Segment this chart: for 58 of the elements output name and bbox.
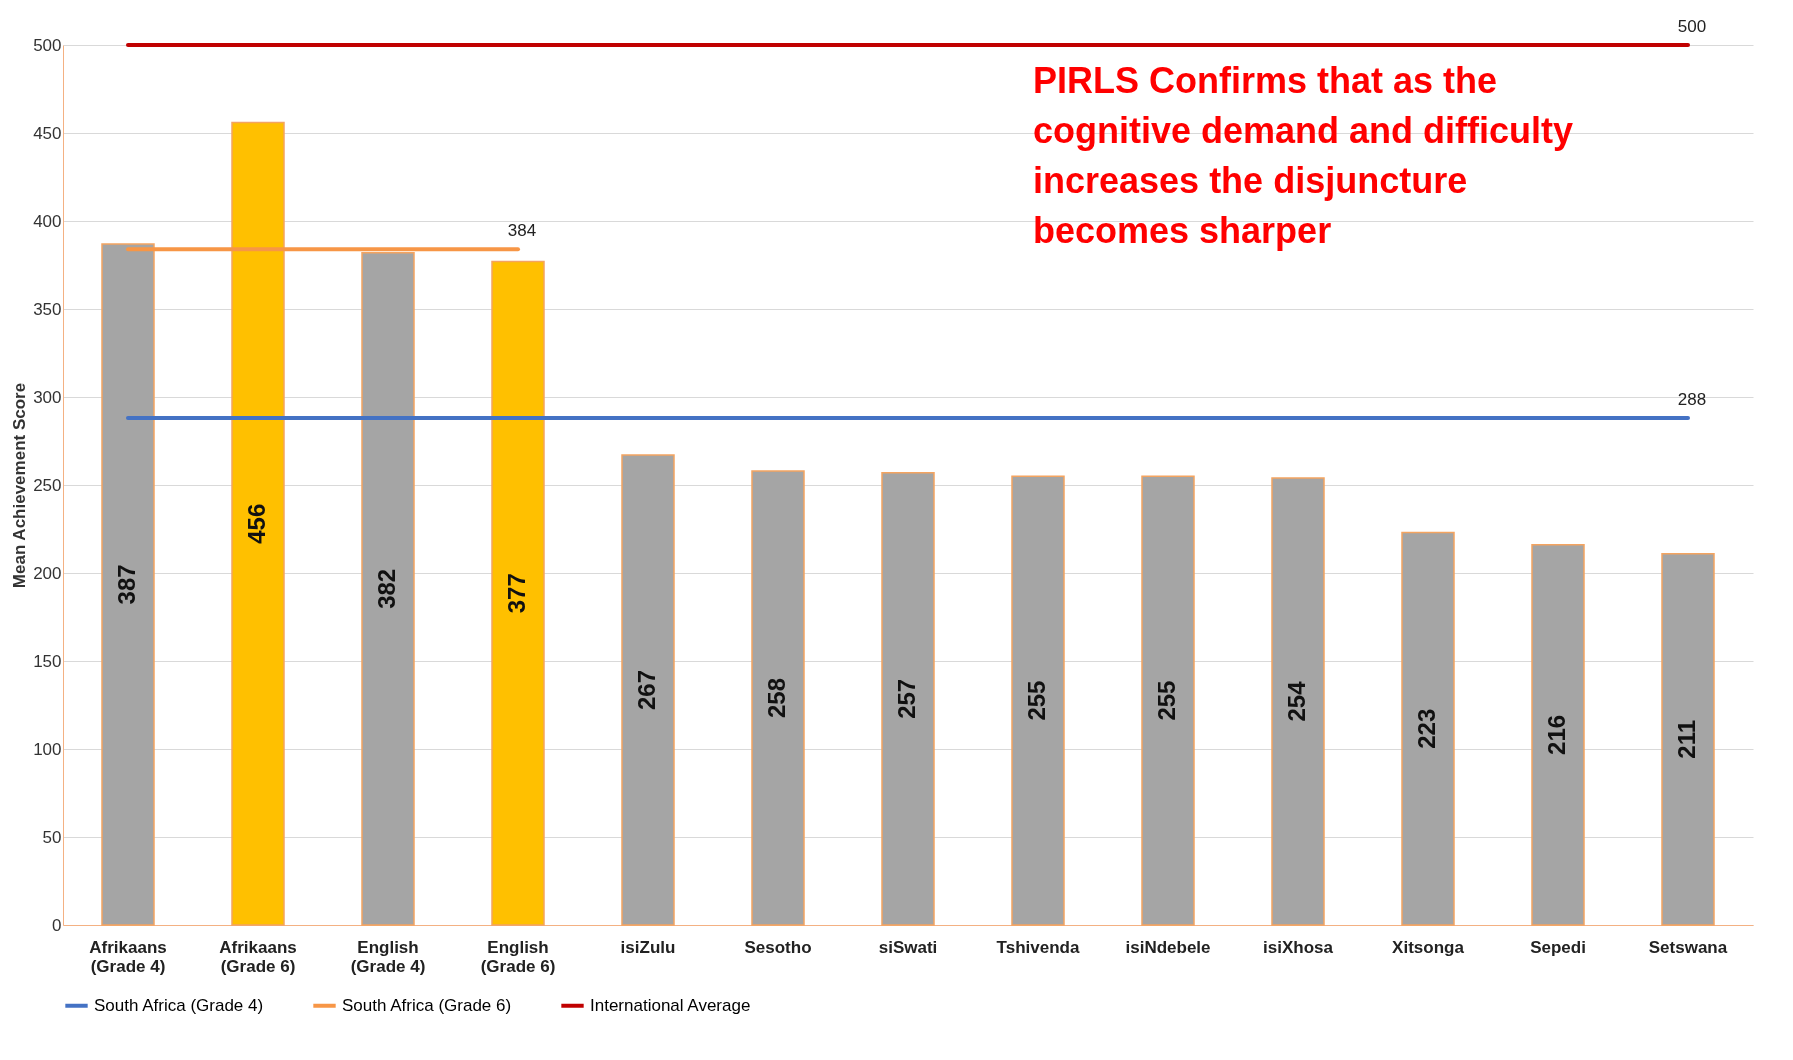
bar (1401, 531, 1455, 926)
bar (1141, 475, 1195, 926)
bar (621, 454, 675, 926)
y-tick-label: 350 (33, 299, 62, 319)
x-tick-label: siSwati (878, 937, 938, 957)
bar (1011, 475, 1065, 926)
bar (101, 243, 155, 926)
data-label: 384 (507, 221, 537, 241)
x-tick-label: Tshivenda (996, 937, 1080, 957)
bar (1531, 544, 1585, 926)
y-tick-label: 450 (33, 123, 62, 143)
x-tick-label: English (Grade 4) (350, 937, 426, 976)
x-tick-label: isiXhosa (1263, 937, 1334, 957)
x-tick-label: Sesotho (744, 937, 812, 957)
data-label: 257 (893, 678, 920, 719)
x-tick-label: English (Grade 6) (480, 937, 556, 976)
x-tick-label: Setswana (1648, 937, 1728, 957)
x-tick-label: isiZulu (620, 937, 676, 957)
data-label: 288 (1677, 390, 1707, 410)
bar (881, 471, 935, 926)
annotation: PIRLS Confirms that as the cognitive demand and difficulty increases the disjuncture becomes sharper (1033, 60, 1574, 251)
data-label: 255 (1023, 680, 1050, 721)
y-tick-label: 100 (33, 739, 62, 759)
data-label: 255 (1153, 680, 1180, 721)
x-tick-label: Afrikaans (Grade 6) (219, 937, 297, 976)
y-tick-label: 300 (33, 387, 62, 407)
y-tick-label: 250 (33, 475, 62, 495)
y-tick-label: 150 (33, 651, 62, 671)
x-tick-label: Sepedi (1530, 937, 1586, 957)
y-axis-title: Mean Achievement Score (10, 382, 30, 589)
x-tick-label: isiNdebele (1125, 937, 1211, 957)
bar (751, 470, 805, 926)
y-tick-label: 500 (33, 35, 62, 55)
bar (491, 260, 545, 926)
y-tick-label: 400 (33, 211, 62, 231)
legend-label: International Average (590, 995, 751, 1015)
data-label: 211 (1673, 719, 1700, 759)
x-tick-label: Afrikaans (Grade 4) (89, 937, 167, 976)
data-label: 382 (373, 568, 400, 609)
bar (1661, 552, 1715, 926)
y-tick-label: 0 (52, 915, 62, 935)
legend-label: South Africa (Grade 6) (342, 995, 512, 1015)
data-label: 387 (113, 564, 140, 605)
data-label: 223 (1413, 708, 1440, 749)
data-label: 377 (503, 573, 530, 614)
data-label: 254 (1283, 680, 1310, 722)
legend-label: South Africa (Grade 4) (94, 995, 264, 1015)
y-tick-label: 50 (42, 827, 62, 847)
y-tick-label: 200 (33, 563, 62, 583)
x-tick-label: Xitsonga (1392, 937, 1465, 957)
data-label: 267 (633, 670, 660, 711)
data-label: 500 (1677, 17, 1707, 36)
data-label: 258 (763, 677, 790, 718)
data-label: 456 (243, 503, 270, 544)
bar (1271, 477, 1325, 926)
data-label: 216 (1543, 714, 1570, 755)
bar (361, 251, 415, 926)
bar (231, 121, 285, 926)
